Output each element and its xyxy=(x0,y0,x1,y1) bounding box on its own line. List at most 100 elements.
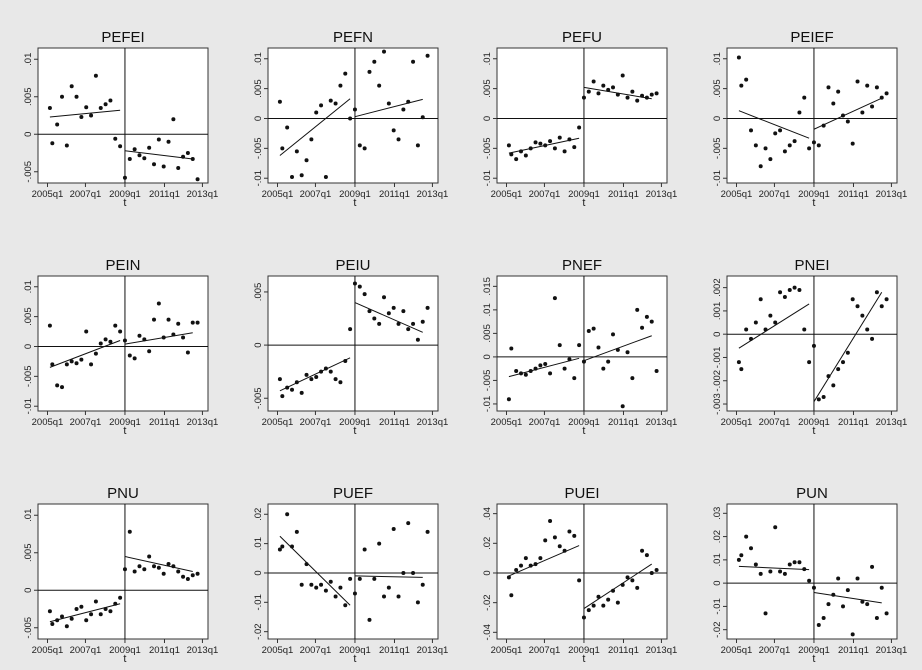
x-tick-label: 2013q1 xyxy=(876,417,908,428)
x-tick-label: 2011q1 xyxy=(838,645,869,656)
data-point xyxy=(763,611,768,616)
x-tick-label: 2009q1 xyxy=(109,417,141,428)
data-point xyxy=(166,562,171,566)
data-point xyxy=(831,592,836,597)
data-point xyxy=(333,594,338,599)
data-point xyxy=(50,141,55,146)
data-point xyxy=(425,305,430,310)
data-point xyxy=(118,595,123,600)
data-point xyxy=(509,593,514,598)
plot-area xyxy=(726,47,898,184)
data-point xyxy=(601,603,606,608)
data-point xyxy=(415,600,420,605)
data-point xyxy=(132,147,137,152)
data-point xyxy=(372,59,377,64)
data-point xyxy=(108,98,113,103)
panel-title: PEFEI xyxy=(101,29,144,46)
y-tick-label: 0 xyxy=(712,116,723,121)
data-point xyxy=(294,529,299,534)
data-point xyxy=(348,116,353,121)
data-point xyxy=(845,588,850,593)
panel-pefn: PEFN -.01 -.005 0 .005 .01 2005q1 2007q1 2009q1 2… xyxy=(250,28,450,213)
data-point xyxy=(304,562,309,567)
data-point xyxy=(132,356,137,361)
data-point xyxy=(519,563,524,568)
x-tick-label: 2005q1 xyxy=(32,189,64,200)
data-point xyxy=(171,117,176,122)
data-point xyxy=(294,149,299,154)
data-point xyxy=(396,137,401,142)
data-point xyxy=(98,106,103,110)
x-tick-label: 2007q1 xyxy=(759,189,791,200)
data-point xyxy=(850,632,855,637)
data-point xyxy=(874,290,879,295)
data-point xyxy=(190,573,195,578)
y-tick-label: .01 xyxy=(712,52,723,65)
data-point xyxy=(290,175,295,180)
fit-line xyxy=(124,556,193,572)
data-point xyxy=(640,548,645,553)
data-point xyxy=(533,140,538,145)
data-point xyxy=(338,585,343,590)
data-point xyxy=(855,304,860,309)
data-point xyxy=(185,350,190,355)
x-tick-label: 2007q1 xyxy=(759,417,791,428)
data-point xyxy=(147,145,152,150)
data-point xyxy=(84,329,89,334)
data-point xyxy=(166,139,171,144)
data-point xyxy=(831,101,836,106)
data-point xyxy=(514,157,519,162)
data-point xyxy=(357,143,362,148)
data-point xyxy=(357,576,362,581)
data-point xyxy=(567,357,572,362)
data-point xyxy=(811,585,816,590)
data-point xyxy=(543,361,548,366)
data-point xyxy=(606,87,611,92)
data-point xyxy=(870,336,875,341)
x-axis-label: t xyxy=(123,653,126,665)
y-tick-label: 0 xyxy=(253,570,264,575)
x-tick-label: 2013q1 xyxy=(646,189,678,200)
data-point xyxy=(548,371,553,376)
panel-pun: PUN -.02 -.01 0 .01 .02 .03 2005q1 2007q1 2009q1 2… xyxy=(709,484,909,669)
data-point xyxy=(874,85,879,90)
data-point xyxy=(782,571,787,576)
panel-pein: PEIN -.01 -.005 0 .005 .01 2005q1 2007q1 2009q1 2… xyxy=(20,256,220,441)
x-tick-label: 2011q1 xyxy=(608,189,639,200)
data-point xyxy=(299,582,304,587)
data-point xyxy=(391,526,396,531)
data-point xyxy=(635,307,640,312)
panel-title: PEFU xyxy=(562,29,602,46)
data-point xyxy=(744,77,749,82)
data-point xyxy=(161,335,166,340)
chart-peiu: PEIU -.005 0 .005 2005q1 2007q1 2009q1 2011q1 20… xyxy=(253,257,448,437)
data-point xyxy=(807,360,812,365)
x-tick-label: 2009q1 xyxy=(568,417,600,428)
data-point xyxy=(615,347,620,352)
data-point xyxy=(55,618,60,623)
data-point xyxy=(523,556,528,561)
data-point xyxy=(285,125,290,130)
x-tick-label: 2013q1 xyxy=(417,645,449,656)
data-point xyxy=(787,562,792,567)
data-point xyxy=(98,341,103,346)
data-point xyxy=(581,615,586,620)
data-point xyxy=(807,578,812,583)
data-point xyxy=(411,59,416,64)
x-tick-label: 2011q1 xyxy=(149,645,180,656)
data-point xyxy=(836,367,841,372)
data-point xyxy=(831,383,836,388)
data-point xyxy=(294,380,299,385)
y-tick-label: -.02 xyxy=(253,623,264,639)
data-point xyxy=(348,576,353,581)
data-point xyxy=(74,94,79,99)
data-point xyxy=(79,115,84,119)
data-point xyxy=(557,135,562,140)
data-point xyxy=(625,95,630,100)
data-point xyxy=(841,113,846,118)
data-point xyxy=(601,83,606,88)
data-point xyxy=(74,607,79,611)
data-point xyxy=(55,122,60,127)
y-tick-label: .005 xyxy=(23,544,34,563)
data-point xyxy=(763,146,768,151)
